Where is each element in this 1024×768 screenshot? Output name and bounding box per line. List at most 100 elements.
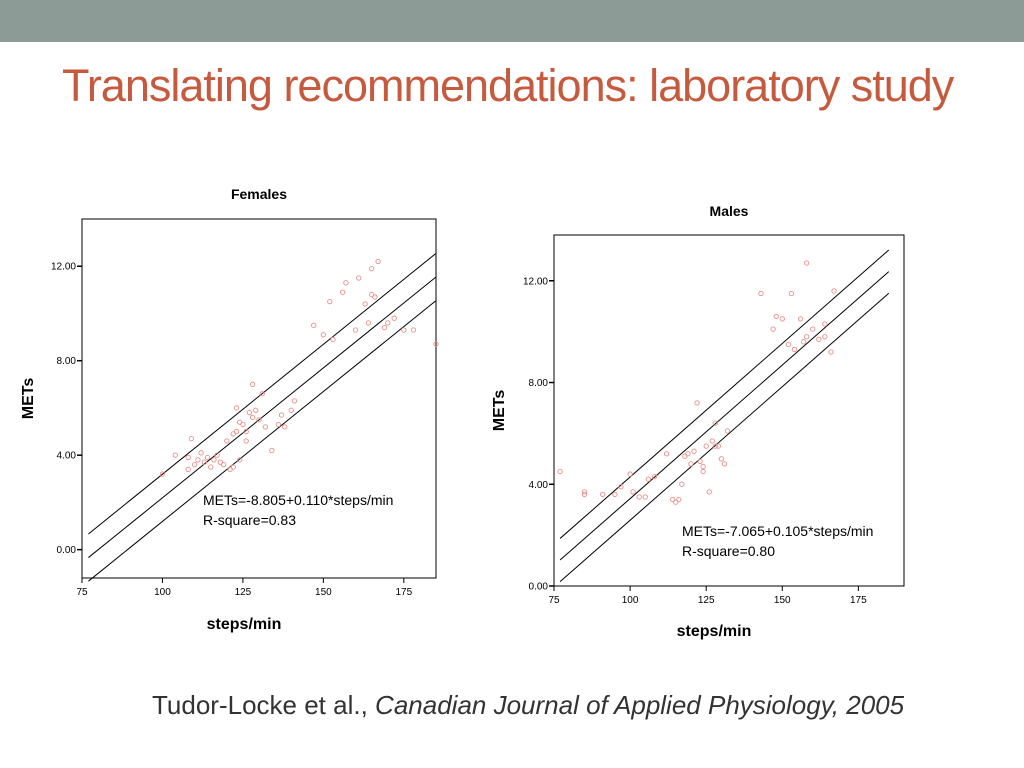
data-point (237, 457, 243, 463)
data-point (636, 494, 642, 500)
data-point (600, 491, 606, 498)
data-point (278, 412, 285, 418)
y-axis-label: METs (491, 390, 508, 432)
data-point (673, 499, 679, 505)
data-point (803, 260, 810, 266)
y-tick-label: 8.00 (57, 356, 77, 367)
data-point (288, 407, 294, 413)
data-point (581, 491, 588, 498)
regression-line (88, 276, 437, 558)
data-point (262, 424, 269, 430)
data-point (800, 339, 807, 345)
data-point (259, 391, 265, 397)
y-tick-label: 12.00 (51, 262, 76, 273)
data-point (282, 424, 288, 430)
data-point (691, 448, 697, 454)
data-point (758, 290, 764, 297)
data-point (191, 461, 198, 468)
data-point (779, 316, 785, 322)
data-point (269, 447, 275, 454)
data-point (700, 463, 706, 470)
data-point (201, 459, 207, 465)
data-point (612, 491, 618, 498)
data-point (715, 443, 721, 449)
x-tick-label: 175 (395, 587, 412, 598)
y-tick-label: 4.00 (529, 480, 549, 491)
data-point (172, 452, 178, 458)
citation-author: Tudor-Locke et al., (152, 690, 368, 720)
data-point (249, 381, 256, 387)
data-point (557, 468, 563, 475)
data-point (645, 476, 651, 482)
data-point (785, 341, 791, 348)
data-point (401, 327, 407, 333)
y-tick-label: 0.00 (57, 545, 77, 556)
confidence-band-line (88, 300, 437, 582)
data-point (185, 454, 191, 461)
data-point (688, 461, 694, 467)
x-axis-label: steps/min (677, 623, 752, 640)
regression-annotation: R-square=0.83 (203, 512, 296, 528)
data-point (685, 451, 691, 457)
data-point (291, 398, 298, 404)
data-point (256, 417, 262, 423)
x-tick-label: 150 (315, 587, 332, 598)
data-point (214, 452, 220, 458)
data-point (243, 428, 249, 435)
data-point (670, 496, 676, 503)
data-point (224, 438, 230, 444)
data-point (724, 428, 731, 434)
data-point (697, 458, 703, 465)
data-point (343, 280, 349, 286)
data-point (694, 400, 700, 406)
data-point (788, 290, 795, 297)
charts-canvas: Females 75 100 125 150 175 0.00 4.00 8.00 12.00 st… (20, 186, 905, 640)
data-point (651, 473, 658, 480)
data-point (159, 471, 166, 477)
data-point (372, 294, 378, 300)
y-axis-label: METs (20, 378, 37, 420)
data-point (682, 453, 688, 459)
data-point (356, 275, 362, 281)
data-point (198, 450, 204, 456)
x-tick-label: 100 (154, 587, 171, 598)
data-point (352, 327, 359, 333)
data-point (828, 349, 834, 355)
data-point (581, 489, 588, 495)
data-point (709, 438, 715, 444)
x-tick-label: 125 (235, 587, 252, 598)
data-point (627, 471, 633, 477)
data-point (340, 289, 346, 295)
data-point (803, 334, 810, 340)
regression-annotation: R-square=0.80 (682, 543, 775, 559)
data-point (630, 489, 636, 495)
confidence-band-line (559, 292, 890, 583)
data-point (663, 451, 670, 457)
y-tick-label: 0.00 (529, 582, 549, 593)
data-point (330, 336, 336, 343)
plot-area (81, 218, 437, 579)
data-point (230, 464, 236, 470)
data-point (185, 466, 191, 473)
regression-annotation: METs=-8.805+0.110*steps/min (203, 492, 393, 508)
data-point (375, 258, 381, 265)
data-point (618, 484, 624, 490)
data-point (770, 326, 776, 332)
data-point (275, 421, 281, 428)
data-point (831, 288, 837, 294)
citation: Tudor-Locke et al., Canadian Journal of … (152, 690, 904, 721)
data-point (433, 341, 439, 347)
data-point (243, 438, 249, 444)
x-tick-label: 100 (622, 595, 639, 606)
data-point (642, 494, 648, 500)
data-point (220, 461, 227, 468)
x-axis-label: steps/min (207, 616, 282, 633)
data-point (327, 299, 333, 305)
citation-journal: Canadian Journal of Applied Physiology, … (375, 690, 905, 720)
x-tick-label: 75 (548, 595, 560, 606)
data-point (700, 468, 706, 475)
data-point (391, 315, 397, 321)
data-point (773, 313, 779, 320)
data-point (233, 428, 240, 435)
y-tick-label: 12.00 (523, 276, 548, 287)
